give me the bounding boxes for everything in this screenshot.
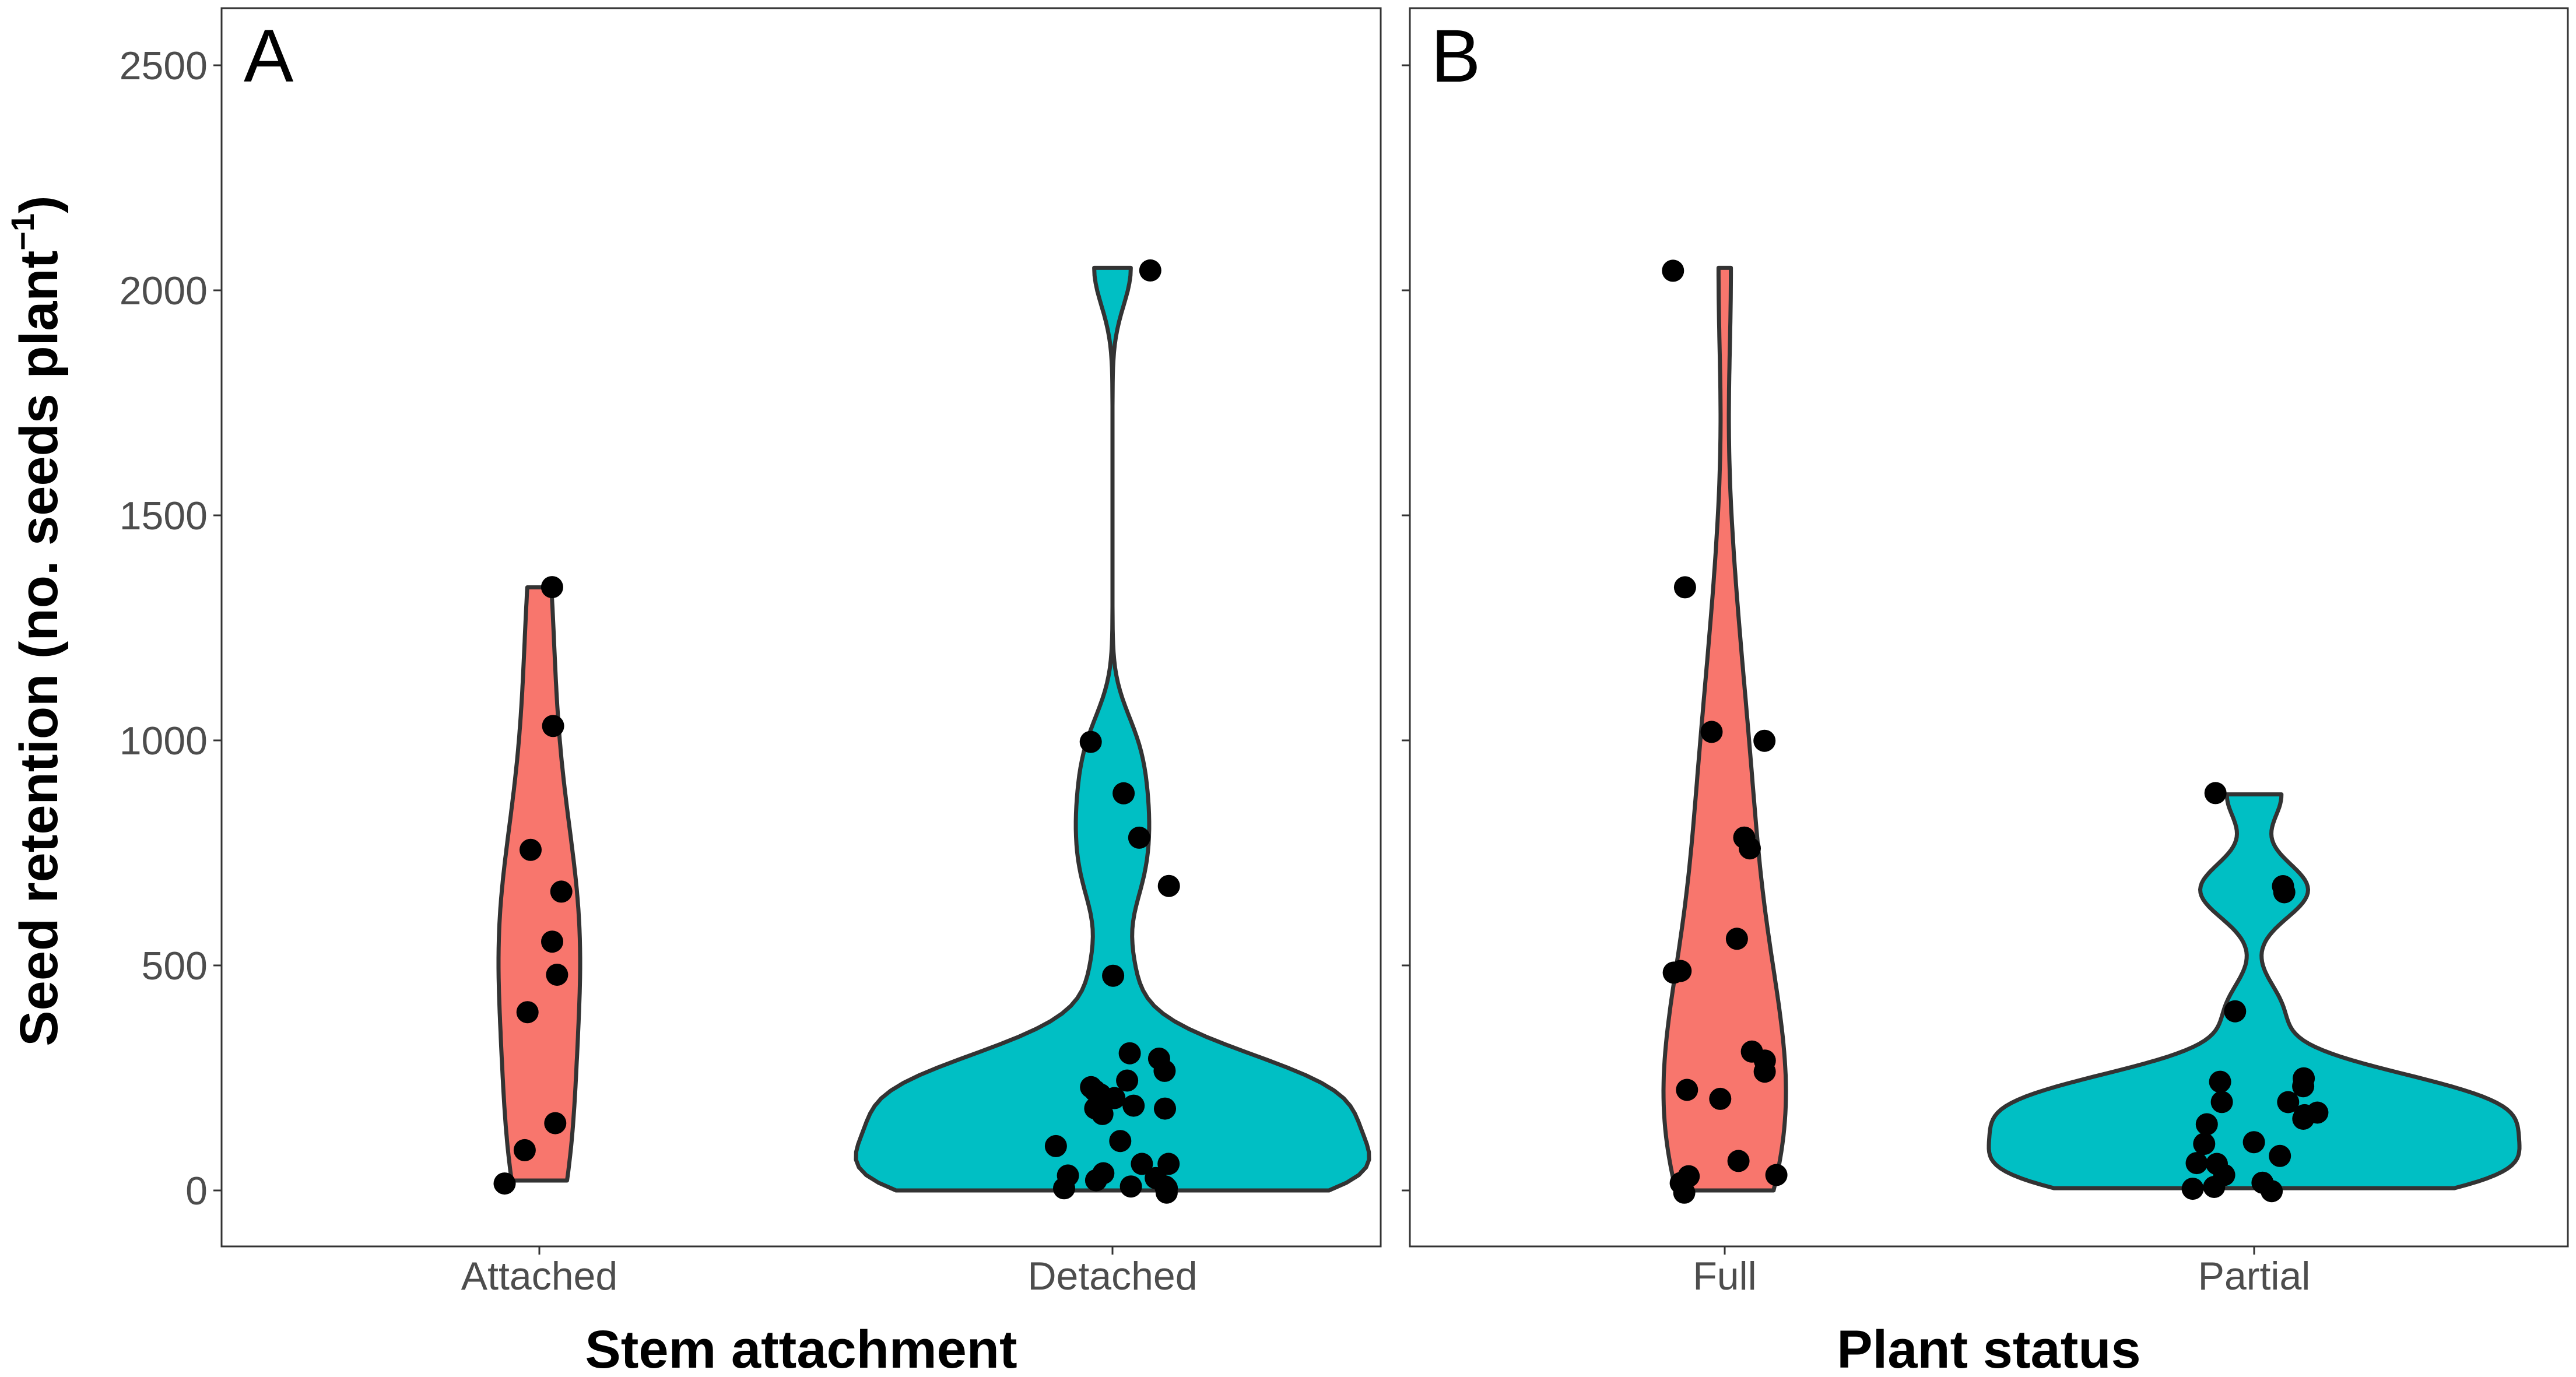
panel-b-points <box>1662 259 2329 1204</box>
data-point-attached <box>520 838 542 861</box>
violin-partial <box>1987 792 2522 1190</box>
data-point-partial <box>2277 1091 2300 1113</box>
data-point-detached <box>1154 1097 1176 1120</box>
data-point-full <box>1727 1150 1750 1172</box>
panel-a-border <box>220 7 1382 1248</box>
panel-b-x-axis-title: Plant status <box>1837 1320 2140 1377</box>
data-point-partial <box>2269 1144 2291 1167</box>
data-point-detached <box>1079 730 1102 753</box>
y-axis-title-superscript: −1 <box>4 213 41 251</box>
data-point-detached <box>1044 1134 1067 1157</box>
data-point-full <box>1765 1164 1788 1186</box>
data-point-attached <box>541 930 563 953</box>
y-axis-title-close: ) <box>9 195 69 213</box>
data-point-full <box>1700 721 1723 743</box>
panel-a-points <box>493 259 1180 1204</box>
panel-b-tag: B <box>1431 15 1480 98</box>
data-point-full <box>1733 826 1756 849</box>
panel-a-x-axis-title: Stem attachment <box>585 1320 1017 1377</box>
x-tick-label-detached: Detached <box>1027 1254 1197 1298</box>
y-axis-title-main: Seed retention (no. seeds plant <box>9 251 69 1046</box>
violin-attached <box>496 585 582 1183</box>
data-point-full <box>1753 729 1776 752</box>
data-point-full <box>1669 960 1692 982</box>
data-point-partial <box>2242 1131 2265 1154</box>
data-point-partial <box>2293 1067 2315 1090</box>
data-point-attached <box>542 715 564 737</box>
data-point-attached <box>541 576 563 599</box>
y-tick-label: 1500 <box>120 494 208 538</box>
data-point-full <box>1725 928 1748 950</box>
data-point-partial <box>2204 782 2227 805</box>
data-point-attached <box>546 964 568 986</box>
data-point-detached <box>1139 259 1161 282</box>
x-tick-label-attached: Attached <box>461 1254 617 1298</box>
violin-full <box>1661 265 1788 1193</box>
data-point-detached <box>1157 1153 1180 1175</box>
data-point-attached <box>550 880 573 903</box>
data-point-full <box>1673 576 1696 599</box>
data-point-full <box>1740 1040 1763 1063</box>
data-point-attached <box>544 1112 567 1134</box>
panel-a-x-ticks: Attached Detached <box>461 1246 1198 1298</box>
data-point-detached <box>1092 1162 1115 1185</box>
data-point-partial <box>2181 1178 2204 1200</box>
data-point-detached <box>1116 1069 1139 1092</box>
data-point-detached <box>1102 964 1125 987</box>
panel-b-y-ticks <box>1402 64 1410 1192</box>
data-point-detached <box>1119 1175 1142 1198</box>
x-tick-label-partial: Partial <box>2198 1254 2311 1298</box>
data-point-full <box>1677 1165 1700 1188</box>
data-point-partial <box>2272 875 2294 897</box>
data-point-partial <box>2195 1113 2218 1136</box>
data-point-full <box>1709 1087 1732 1110</box>
data-point-partial <box>2224 1000 2247 1023</box>
data-point-partial <box>2251 1171 2274 1194</box>
data-point-detached <box>1128 826 1150 849</box>
violin-detached <box>854 265 1371 1193</box>
x-tick-label-full: Full <box>1693 1254 1757 1298</box>
data-point-detached <box>1057 1164 1079 1187</box>
data-point-detached <box>1157 874 1180 897</box>
data-point-partial <box>2206 1153 2228 1175</box>
panel-a-y-ticks: 0 500 1000 1500 2000 2500 <box>120 44 222 1213</box>
y-tick-label: 2500 <box>120 44 208 88</box>
data-point-partial <box>2306 1101 2329 1124</box>
data-point-detached <box>1122 1094 1145 1117</box>
data-point-detached <box>1109 1130 1132 1153</box>
panel-a-tag: A <box>244 15 294 98</box>
panel-b-x-ticks: Full Partial <box>1693 1246 2310 1298</box>
data-point-partial <box>2185 1152 2208 1175</box>
y-tick-label: 500 <box>142 944 208 988</box>
data-point-attached <box>516 1001 539 1024</box>
panel-b-violins <box>1661 265 2522 1193</box>
data-point-partial <box>2210 1091 2233 1113</box>
y-tick-label: 0 <box>185 1169 208 1213</box>
panel-b: Full Partial B Plant status <box>1402 7 2569 1377</box>
y-tick-label: 1000 <box>120 719 208 763</box>
data-point-detached <box>1112 782 1135 805</box>
y-axis-title: Seed retention (no. seeds plant−1) <box>4 195 69 1046</box>
y-tick-label: 2000 <box>120 269 208 313</box>
panel-b-border <box>1409 7 2569 1248</box>
data-point-attached <box>513 1139 536 1161</box>
data-point-detached <box>1147 1047 1170 1070</box>
data-point-attached <box>493 1172 516 1195</box>
panel-a-violins <box>496 265 1371 1193</box>
data-point-full <box>1676 1079 1698 1101</box>
data-point-detached <box>1080 1076 1103 1098</box>
data-point-partial <box>2209 1070 2231 1093</box>
data-point-detached <box>1131 1153 1153 1175</box>
data-point-detached <box>1145 1167 1167 1189</box>
data-point-partial <box>2193 1133 2216 1155</box>
data-point-detached <box>1118 1042 1141 1065</box>
data-point-full <box>1662 259 1684 282</box>
